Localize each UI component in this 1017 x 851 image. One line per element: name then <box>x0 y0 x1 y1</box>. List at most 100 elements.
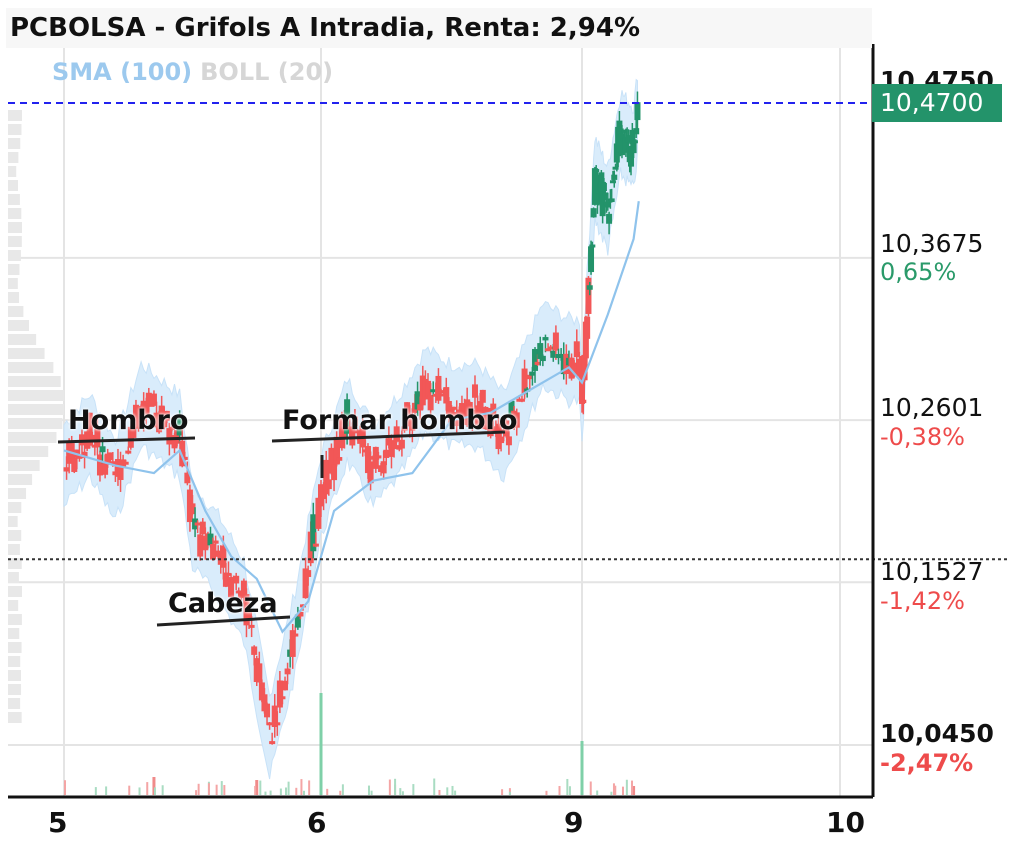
candle-body <box>305 570 312 577</box>
candle-body <box>181 456 188 460</box>
candle-body <box>464 399 471 426</box>
chart-axes <box>8 44 875 799</box>
profile-bar <box>8 516 18 527</box>
candle-body <box>383 449 390 458</box>
candle-body <box>505 436 512 446</box>
candle-body <box>550 350 557 358</box>
profile-bar <box>8 600 19 611</box>
candle-body <box>346 426 353 430</box>
candle-body <box>189 503 196 515</box>
profile-bar <box>8 488 27 499</box>
sma-legend-label[interactable]: SMA (100) <box>52 58 193 86</box>
volume-spike <box>580 741 584 795</box>
profile-bar <box>8 698 21 709</box>
candle-body <box>526 374 533 380</box>
candle-body <box>409 417 416 431</box>
cabeza-trendline <box>156 615 291 627</box>
candle-body <box>443 387 450 404</box>
candle-body <box>333 436 340 465</box>
volume-bar <box>610 791 613 795</box>
candle-body <box>435 375 442 401</box>
profile-bar <box>8 138 21 149</box>
volume-bar <box>612 783 615 795</box>
candle-body <box>608 198 615 203</box>
candle-body <box>427 395 434 411</box>
y-tick-label: 10,0450 <box>880 719 994 748</box>
candle-body <box>598 172 605 193</box>
annotation-cabeza: Cabeza <box>168 588 278 619</box>
volume-bar <box>207 783 210 795</box>
candle-body <box>251 646 258 655</box>
volume-bar <box>399 788 402 795</box>
y-tick-label: 10,3675 <box>880 229 984 258</box>
indicator-legend[interactable]: SMA (100) BOLL (20) <box>52 58 333 86</box>
candle-body <box>323 459 330 495</box>
boll-legend-label[interactable]: BOLL (20) <box>200 58 334 86</box>
candle-body <box>258 682 265 701</box>
candle-body <box>81 451 88 458</box>
candle-body <box>469 409 476 420</box>
candle-body <box>184 472 191 484</box>
profile-bar <box>8 166 17 177</box>
volume-bar <box>568 786 571 795</box>
volume-bar <box>341 784 344 795</box>
profile-bar <box>8 152 19 163</box>
candle-body <box>414 391 421 410</box>
candle-body <box>248 624 255 628</box>
candle-body <box>630 139 637 154</box>
candle-body <box>573 341 580 358</box>
candle-body <box>166 428 173 445</box>
candle-body <box>336 457 343 461</box>
profile-bar <box>8 194 20 205</box>
candle-body <box>176 415 183 436</box>
candle-body <box>542 337 549 341</box>
candle-body <box>145 392 152 406</box>
volume-bar <box>558 785 561 795</box>
volume-bar <box>326 788 329 795</box>
volume-bars <box>64 693 636 795</box>
profile-bar <box>8 502 22 513</box>
candle-body <box>109 461 116 465</box>
candle-body <box>274 722 281 726</box>
candle-body <box>618 133 625 156</box>
candle-body <box>63 467 70 472</box>
candle-body <box>471 384 478 398</box>
volume-bar <box>308 780 311 795</box>
candle-body <box>282 680 289 691</box>
candle-body <box>393 426 400 442</box>
candle-body <box>571 362 578 377</box>
candle-body <box>179 440 186 467</box>
candle-body <box>158 405 165 415</box>
candle-body <box>320 491 327 500</box>
candle-body <box>404 402 411 424</box>
chart-title: PCBOLSA - Grifols A Intradia, Renta: 2,9… <box>10 13 640 43</box>
volume-spike <box>152 777 156 795</box>
volume-bar <box>303 790 306 795</box>
profile-bar <box>8 544 20 555</box>
x-tick-label: 6 <box>307 806 327 839</box>
candle-body <box>524 388 531 392</box>
profile-bar <box>8 222 22 233</box>
candle-body <box>99 446 106 453</box>
candle-body <box>222 572 229 587</box>
volume-bar <box>631 780 634 795</box>
candle-body <box>302 568 309 599</box>
candle-body <box>589 244 596 248</box>
candle-body <box>102 462 109 475</box>
candle-body <box>547 346 554 350</box>
candle-body <box>130 423 137 438</box>
candle-body <box>628 145 635 167</box>
profile-bar <box>8 614 22 625</box>
candle-body <box>503 420 510 437</box>
profile-bar <box>8 446 49 457</box>
candle-body <box>76 454 83 459</box>
profile-bar <box>8 376 61 387</box>
candle-body <box>163 410 170 421</box>
candle-body <box>292 633 299 637</box>
candle-body <box>264 703 271 718</box>
volume-bar <box>285 790 288 795</box>
candle-body <box>438 390 445 394</box>
candle-body <box>212 540 219 544</box>
candle-body <box>96 454 103 476</box>
volume-spike <box>632 786 636 795</box>
